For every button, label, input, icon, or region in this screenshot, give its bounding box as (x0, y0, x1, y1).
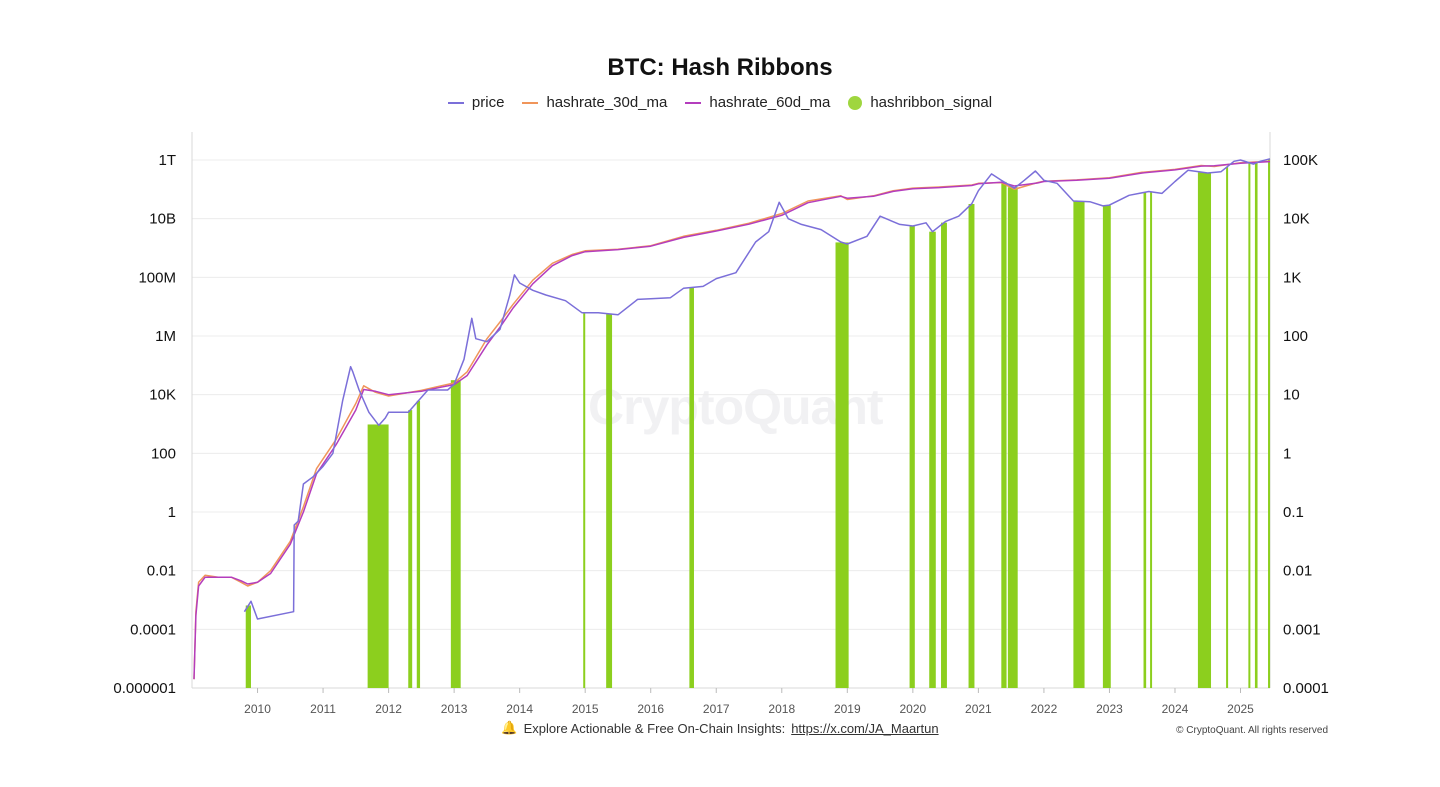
y-left-tick-label: 100 (151, 445, 176, 462)
signal-bar (416, 400, 421, 688)
y-left-tick-label: 0.01 (147, 563, 176, 580)
signal-bar (909, 225, 915, 688)
y-right-tick-label: 1 (1283, 445, 1291, 462)
legend-label-hashribbon-signal: hashribbon_signal (870, 94, 993, 111)
x-tick-label: 2021 (965, 702, 992, 716)
y-right-tick-label: 100K (1283, 152, 1318, 169)
signal-bar (1254, 163, 1258, 688)
y-right-tick-label: 0.001 (1283, 621, 1321, 638)
legend-label-hashrate-30d-ma: hashrate_30d_ma (546, 94, 668, 111)
y-right-tick-label: 0.01 (1283, 563, 1312, 580)
signal-bar (1102, 205, 1111, 689)
y-left-tick-label: 0.000001 (113, 680, 176, 697)
y-right-tick-label: 0.0001 (1283, 680, 1329, 697)
signal-bar (450, 380, 461, 688)
y-left-tick-label: 10B (149, 211, 176, 228)
legend: price hashrate_30d_ma hashrate_60d_ma ha… (0, 94, 1440, 111)
series-line-price (243, 158, 1271, 620)
x-tick-label: 2022 (1031, 702, 1058, 716)
signal-bar (1248, 162, 1251, 688)
x-tick-label: 2020 (899, 702, 926, 716)
footer: 🔔 Explore Actionable & Free On-Chain Ins… (0, 720, 1440, 736)
y-right-tick-label: 1K (1283, 269, 1301, 286)
signal-bar (835, 242, 849, 689)
legend-swatch-hashrate-30d-ma (522, 101, 539, 104)
y-right-tick-label: 10K (1283, 211, 1310, 228)
signal-bar (968, 204, 975, 688)
signal-bar (929, 231, 936, 688)
legend-swatch-hashribbon-signal (848, 95, 863, 110)
legend-item-price[interactable]: price (447, 94, 505, 111)
signal-bar (606, 313, 613, 688)
x-tick-label: 2019 (834, 702, 861, 716)
signal-bar (689, 287, 694, 688)
x-tick-label: 2018 (768, 702, 795, 716)
x-tick-label: 2025 (1227, 702, 1254, 716)
y-left-tick-label: 1M (155, 328, 176, 345)
signal-bar (1073, 201, 1085, 688)
x-tick-label: 2023 (1096, 702, 1123, 716)
legend-label-hashrate-60d-ma: hashrate_60d_ma (709, 94, 831, 111)
y-right-tick-label: 0.1 (1283, 504, 1304, 521)
signal-bar (1007, 187, 1018, 688)
x-tick-label: 2016 (637, 702, 664, 716)
x-tick-label: 2015 (572, 702, 599, 716)
signal-bar (1150, 191, 1153, 688)
y-right-tick-label: 10 (1283, 387, 1300, 404)
series-line-hashrate-60d-ma (193, 160, 1271, 680)
x-tick-label: 2024 (1162, 702, 1189, 716)
signal-bar (408, 410, 413, 688)
y-left-tick-label: 1T (158, 152, 176, 169)
bell-icon: 🔔 (501, 720, 518, 735)
y-left-tick-label: 1 (168, 504, 176, 521)
signal-bar (1197, 172, 1212, 689)
signal-bar (583, 312, 586, 688)
signal-bar (941, 222, 947, 688)
legend-item-hashribbon-signal[interactable]: hashribbon_signal (848, 94, 992, 111)
y-left-tick-label: 100M (138, 269, 176, 286)
y-right-tick-label: 100 (1283, 328, 1308, 345)
legend-label-price: price (471, 94, 505, 111)
chart-title: BTC: Hash Ribbons (607, 54, 833, 81)
signal-bar (1001, 181, 1007, 688)
signal-bar (1143, 192, 1147, 688)
signal-bar (1226, 167, 1229, 688)
x-tick-label: 2013 (441, 702, 468, 716)
legend-swatch-hashrate-60d-ma (685, 101, 702, 104)
signal-bar (367, 424, 389, 688)
signal-bar (245, 605, 251, 688)
x-tick-label: 2012 (375, 702, 402, 716)
legend-item-hashrate-30d-ma[interactable]: hashrate_30d_ma (522, 94, 667, 111)
legend-item-hashrate-60d-ma[interactable]: hashrate_60d_ma (685, 94, 830, 111)
x-tick-label: 2011 (310, 702, 336, 716)
footer-link[interactable]: https://x.com/JA_Maartun (791, 720, 939, 736)
signal-bar (1268, 159, 1271, 688)
y-left-tick-label: 0.0001 (130, 621, 176, 638)
y-left-tick-label: 10K (149, 387, 176, 404)
copyright: © CryptoQuant. All rights reserved (1176, 725, 1328, 736)
x-tick-label: 2014 (506, 702, 533, 716)
legend-swatch-price (447, 101, 464, 104)
x-tick-label: 2017 (703, 702, 730, 716)
footer-text: Explore Actionable & Free On-Chain Insig… (523, 720, 786, 736)
x-tick-label: 2010 (244, 702, 271, 716)
watermark: CryptoQuant (588, 379, 884, 435)
